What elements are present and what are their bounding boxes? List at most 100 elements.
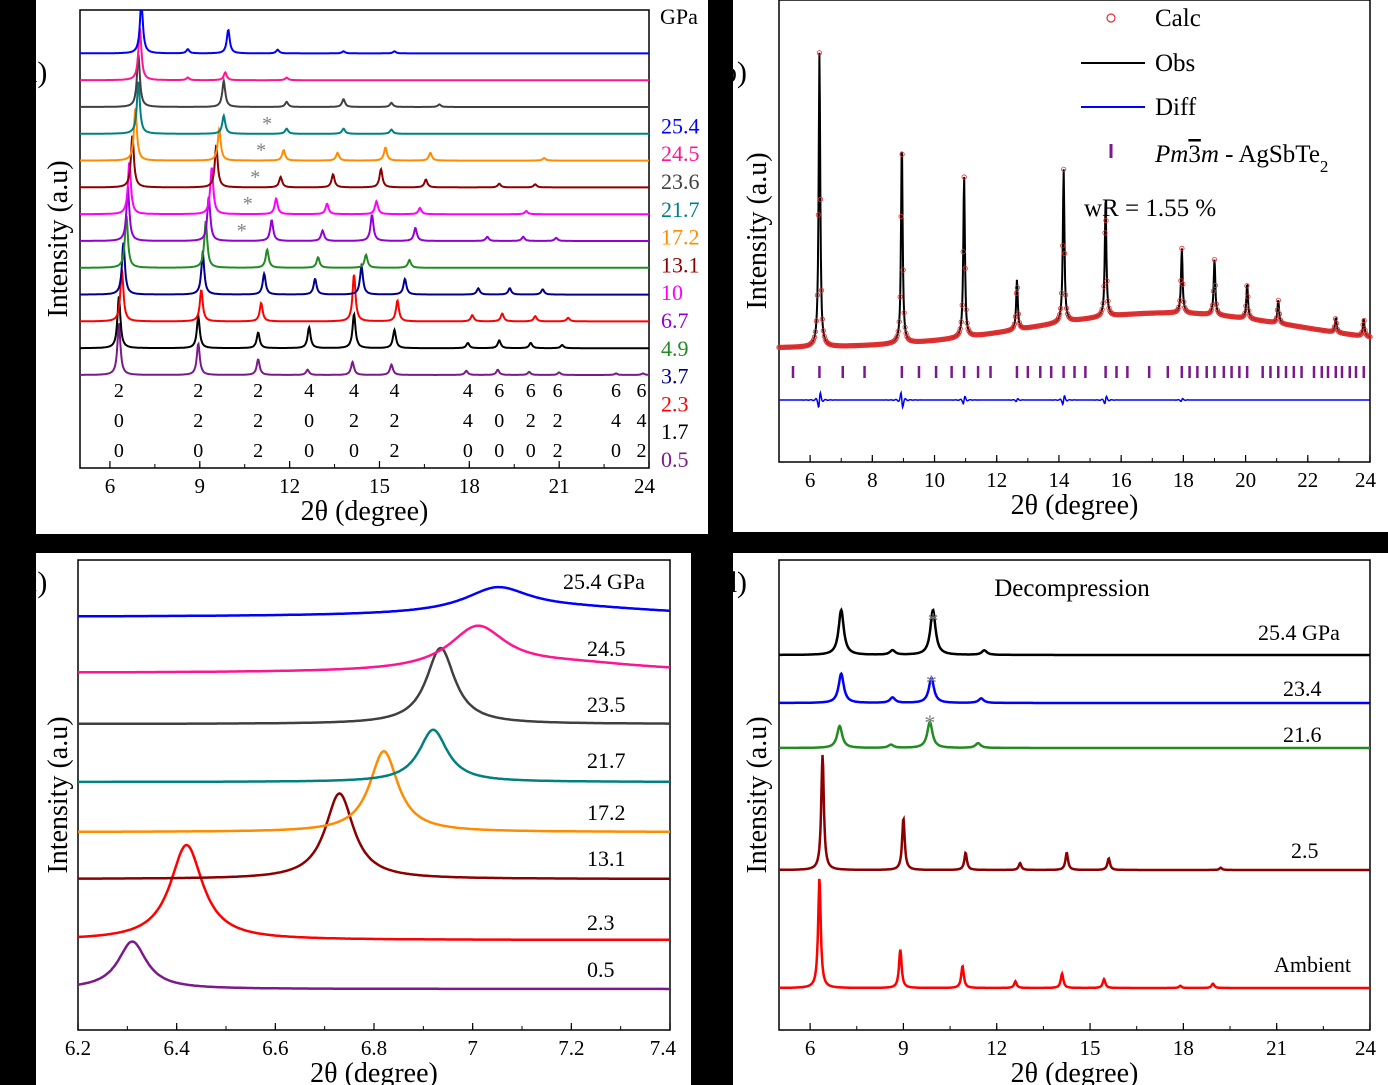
plot-frame bbox=[778, 559, 1371, 1031]
hkl-digit: 2 bbox=[637, 440, 647, 462]
panel-b bbox=[733, 0, 1388, 532]
calc-point bbox=[1098, 309, 1104, 315]
panel-label: c) bbox=[24, 566, 47, 599]
hkl-digit: 2 bbox=[114, 380, 124, 402]
calc-point bbox=[893, 335, 899, 341]
calc-point bbox=[1061, 166, 1067, 172]
calc-point bbox=[1331, 327, 1337, 333]
x-tick-label: 6.8 bbox=[361, 1036, 387, 1060]
x-tick-label: 6 bbox=[805, 1036, 816, 1060]
calc-point bbox=[1211, 256, 1218, 263]
series-line-6.7 bbox=[80, 185, 649, 242]
x-tick-label: 6.6 bbox=[262, 1036, 288, 1060]
calc-point bbox=[812, 329, 819, 335]
calc-point bbox=[811, 334, 818, 340]
calc-point bbox=[1009, 325, 1016, 331]
calc-point bbox=[1242, 310, 1248, 316]
hkl-digit: 2 bbox=[526, 410, 536, 432]
calc-point bbox=[1100, 300, 1106, 306]
legend-title: GPa bbox=[660, 4, 698, 29]
x-tick-label: 12 bbox=[986, 468, 1007, 492]
x-axis-label: 2θ (degree) bbox=[310, 1058, 438, 1085]
series-line-24.5 bbox=[78, 624, 671, 674]
calc-point bbox=[1359, 329, 1365, 335]
calc-point bbox=[813, 318, 820, 324]
calc-point bbox=[1241, 312, 1247, 319]
x-tick-label: 9 bbox=[898, 1036, 909, 1060]
calc-point bbox=[1272, 317, 1279, 324]
series-label-6.7: 6.7 bbox=[661, 308, 689, 333]
calc-point bbox=[1367, 334, 1373, 340]
hkl-digit: 4 bbox=[463, 380, 473, 402]
series-line-21.7 bbox=[78, 728, 670, 784]
hkl-digit: 0 bbox=[611, 440, 621, 462]
series-label-2.3: 2.3 bbox=[661, 391, 689, 416]
calc-point bbox=[1058, 305, 1064, 311]
x-tick-label: 9 bbox=[195, 474, 206, 498]
calc-point bbox=[960, 249, 966, 255]
series-line-0.5 bbox=[80, 323, 650, 376]
calc-point bbox=[820, 328, 826, 334]
hkl-digit: 0 bbox=[526, 440, 536, 462]
calc-point bbox=[1102, 230, 1108, 236]
hkl-digit: 0 bbox=[494, 440, 504, 462]
hkl-digit: 6 bbox=[494, 380, 504, 402]
plot-frame bbox=[778, 0, 1371, 463]
x-axis-label: 2θ (degree) bbox=[1011, 490, 1139, 521]
hkl-digit: 0 bbox=[304, 410, 314, 432]
calc-point bbox=[965, 325, 971, 332]
calc-point bbox=[962, 265, 968, 271]
calc-point bbox=[1062, 250, 1068, 257]
calc-point bbox=[814, 292, 821, 298]
x-tick-label: 18 bbox=[1173, 1036, 1194, 1060]
panel-c bbox=[36, 553, 691, 1085]
x-tick-label: 20 bbox=[1235, 468, 1256, 492]
x-tick-label: 15 bbox=[369, 474, 390, 498]
x-axis-label: 2θ (degree) bbox=[301, 496, 429, 527]
x-tick-label: 6.2 bbox=[65, 1036, 91, 1060]
series-label-24.5: 24.5 bbox=[661, 141, 700, 166]
hkl-digit: 0 bbox=[494, 410, 504, 432]
series-label-1.7: 1.7 bbox=[661, 419, 689, 444]
calc-point bbox=[1213, 301, 1219, 307]
hkl-digit: 4 bbox=[637, 410, 647, 432]
hkl-digit: 4 bbox=[611, 410, 621, 432]
calc-point bbox=[1274, 307, 1281, 313]
series-line-23.6 bbox=[80, 54, 649, 108]
series-label-21.7: 21.7 bbox=[587, 748, 626, 773]
series-label-10: 10 bbox=[661, 280, 683, 305]
series-label-25.4 GPa: 25.4 GPa bbox=[1258, 620, 1340, 645]
legend-label-diff: Diff bbox=[1155, 94, 1197, 121]
hkl-digit: 2 bbox=[553, 410, 563, 432]
calc-point bbox=[1245, 294, 1251, 300]
impurity-mark: * bbox=[237, 220, 247, 242]
x-tick-label: 7.4 bbox=[650, 1036, 677, 1060]
hkl-digit: 6 bbox=[526, 380, 536, 402]
calc-point bbox=[956, 329, 962, 335]
series-line-1.7 bbox=[80, 296, 649, 350]
x-axis-label: 2θ (degree) bbox=[1011, 1058, 1139, 1085]
series-line-23.5 bbox=[78, 646, 670, 726]
calc-point bbox=[1099, 306, 1105, 312]
x-tick-label: 15 bbox=[1080, 1036, 1101, 1060]
plot-frame bbox=[79, 9, 650, 469]
calc-point bbox=[1176, 304, 1182, 310]
calc-point bbox=[1060, 243, 1066, 249]
calc-point bbox=[961, 174, 967, 180]
calc-markers bbox=[776, 50, 1373, 350]
calc-point bbox=[897, 294, 903, 300]
series-line-23.4 bbox=[779, 671, 1370, 705]
impurity-mark: * bbox=[926, 670, 937, 695]
legend-label-phase: Pm3m - AgSbTe2 bbox=[1154, 141, 1328, 176]
calc-point bbox=[895, 328, 901, 334]
hkl-digit: 2 bbox=[389, 440, 399, 462]
y-axis-label: Intensity (a.u) bbox=[43, 716, 74, 873]
hkl-digit: 0 bbox=[349, 440, 359, 462]
calc-point bbox=[898, 213, 904, 220]
calc-point bbox=[810, 337, 817, 343]
calc-point bbox=[964, 320, 970, 326]
series-line-21.7 bbox=[80, 81, 649, 135]
calc-point bbox=[818, 287, 825, 293]
calc-point bbox=[1064, 305, 1070, 311]
